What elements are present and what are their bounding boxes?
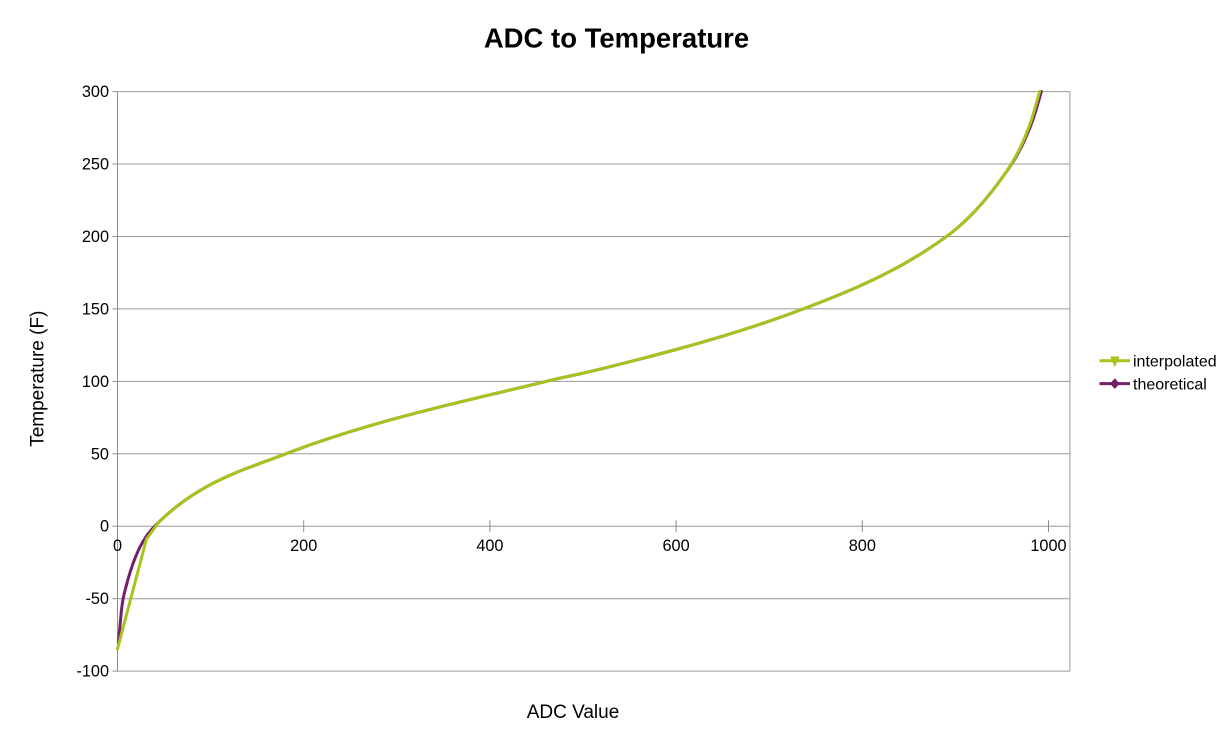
svg-text:100: 100	[82, 373, 109, 391]
svg-text:Temperature (F): Temperature (F)	[28, 311, 49, 447]
svg-text:150: 150	[82, 300, 109, 318]
svg-text:300: 300	[82, 83, 109, 101]
svg-text:200: 200	[290, 537, 317, 555]
svg-text:600: 600	[663, 537, 690, 555]
svg-text:-100: -100	[76, 663, 109, 681]
svg-text:ADC to Temperature: ADC to Temperature	[484, 23, 749, 54]
svg-text:theoretical: theoretical	[1133, 376, 1207, 393]
svg-text:-50: -50	[85, 590, 109, 608]
svg-text:400: 400	[476, 537, 503, 555]
svg-text:interpolated: interpolated	[1133, 353, 1217, 370]
svg-text:0: 0	[100, 518, 109, 536]
svg-text:200: 200	[82, 228, 109, 246]
svg-text:250: 250	[82, 156, 109, 174]
svg-text:1000: 1000	[1030, 537, 1066, 555]
svg-text:50: 50	[91, 445, 109, 463]
svg-text:800: 800	[849, 537, 876, 555]
svg-text:ADC Value: ADC Value	[527, 702, 620, 723]
svg-text:0: 0	[113, 537, 122, 555]
